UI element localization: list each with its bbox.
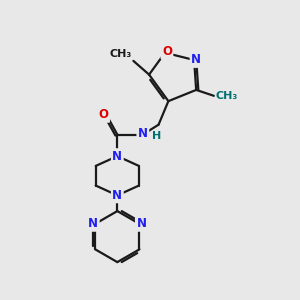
Text: O: O <box>99 108 109 122</box>
Text: CH₃: CH₃ <box>216 91 238 101</box>
Text: N: N <box>88 217 98 230</box>
Text: N: N <box>112 150 122 163</box>
Text: H: H <box>152 131 161 142</box>
Text: N: N <box>191 53 201 67</box>
Text: N: N <box>112 189 122 202</box>
Text: O: O <box>162 45 172 58</box>
Text: N: N <box>138 127 148 140</box>
Text: N: N <box>136 217 146 230</box>
Text: CH₃: CH₃ <box>109 49 131 59</box>
